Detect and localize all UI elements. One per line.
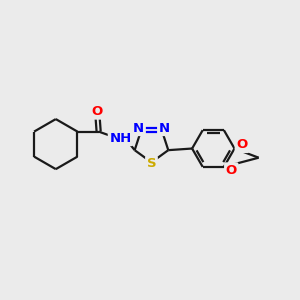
- Text: O: O: [92, 105, 103, 118]
- Text: NH: NH: [109, 132, 132, 145]
- Text: S: S: [147, 157, 156, 170]
- Text: O: O: [236, 139, 248, 152]
- Text: N: N: [159, 122, 170, 135]
- Text: N: N: [133, 122, 144, 135]
- Text: O: O: [226, 164, 237, 177]
